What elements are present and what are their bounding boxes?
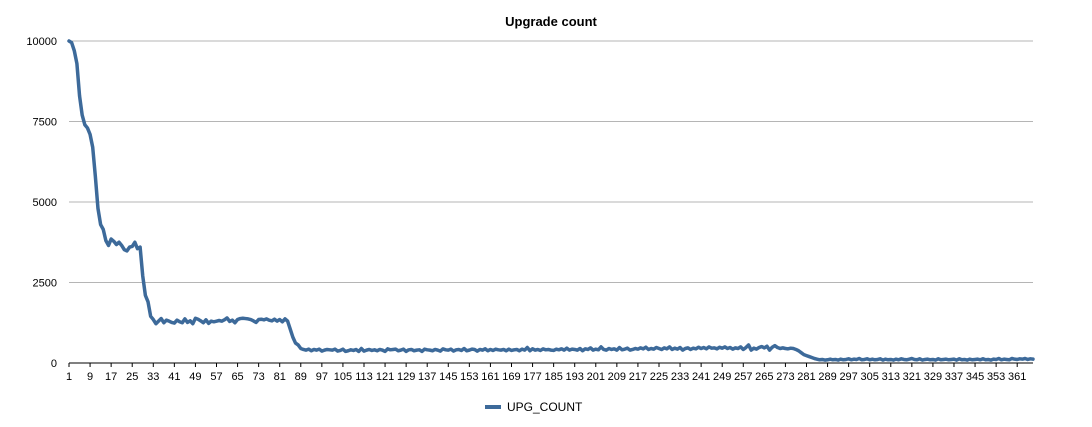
series-lines [67, 39, 1035, 362]
x-tick-label: 353 [987, 371, 1005, 383]
x-tick-label: 257 [734, 371, 752, 383]
x-tick-label: 297 [839, 371, 857, 383]
x-tick-label: 161 [481, 371, 499, 383]
x-tick-label: 193 [566, 371, 584, 383]
x-tick-label: 81 [274, 371, 286, 383]
x-tick-label: 361 [1008, 371, 1026, 383]
x-tick-label: 201 [587, 371, 605, 383]
x-tick-label: 281 [797, 371, 815, 383]
x-tick-label: 225 [650, 371, 668, 383]
chart-title: Upgrade count [505, 14, 597, 29]
x-tick-label: 121 [376, 371, 394, 383]
x-tick-label: 337 [945, 371, 963, 383]
x-tick-label: 41 [168, 371, 180, 383]
x-tick-label: 177 [523, 371, 541, 383]
x-tick-label: 289 [818, 371, 836, 383]
x-tick-label: 1 [66, 371, 72, 383]
x-tick-label: 9 [87, 371, 93, 383]
y-tick-label: 7500 [33, 117, 57, 129]
legend-label: UPG_COUNT [507, 400, 583, 414]
x-axis: 1 9 17 25 33 41 49 57 65 73 81 89 97 105 113 121 129 137 1… [66, 362, 1033, 383]
x-tick-label: 329 [924, 371, 942, 383]
x-tick-label: 185 [544, 371, 562, 383]
x-tick-label: 265 [755, 371, 773, 383]
x-tick-label: 57 [210, 371, 222, 383]
x-tick-label: 209 [608, 371, 626, 383]
x-tick-label: 89 [295, 371, 307, 383]
x-tick-label: 97 [316, 371, 328, 383]
x-tick-label: 49 [189, 371, 201, 383]
x-tick-label: 249 [713, 371, 731, 383]
y-tick-label: 10000 [26, 36, 57, 48]
x-tick-label: 313 [882, 371, 900, 383]
x-tick-label: 65 [231, 371, 243, 383]
x-tick-label: 17 [105, 371, 117, 383]
legend: UPG_COUNT [485, 400, 583, 414]
x-tick-label: 113 [355, 371, 373, 383]
x-tick-label: 169 [502, 371, 520, 383]
x-tick-label: 129 [397, 371, 415, 383]
series-line-upg-count [67, 39, 1035, 362]
y-tick-label: 2500 [33, 278, 57, 290]
x-tick-label: 137 [418, 371, 436, 383]
y-axis-tick-labels: 0 2500 5000 7500 10000 [26, 36, 57, 370]
x-tick-label: 217 [629, 371, 647, 383]
x-tick-label: 25 [126, 371, 138, 383]
x-tick-label: 105 [334, 371, 352, 383]
x-tick-label: 153 [460, 371, 478, 383]
y-gridlines [69, 40, 1033, 283]
x-tick-label: 33 [147, 371, 159, 383]
x-tick-label: 273 [776, 371, 794, 383]
y-tick-label: 5000 [33, 197, 57, 209]
y-tick-label: 0 [51, 358, 57, 370]
x-tick-label: 73 [253, 371, 265, 383]
x-tick-label: 233 [671, 371, 689, 383]
x-tick-label: 145 [439, 371, 457, 383]
x-tick-label: 321 [903, 371, 921, 383]
x-tick-label: 345 [966, 371, 984, 383]
x-tick-label: 305 [861, 371, 879, 383]
x-tick-label: 241 [692, 371, 710, 383]
